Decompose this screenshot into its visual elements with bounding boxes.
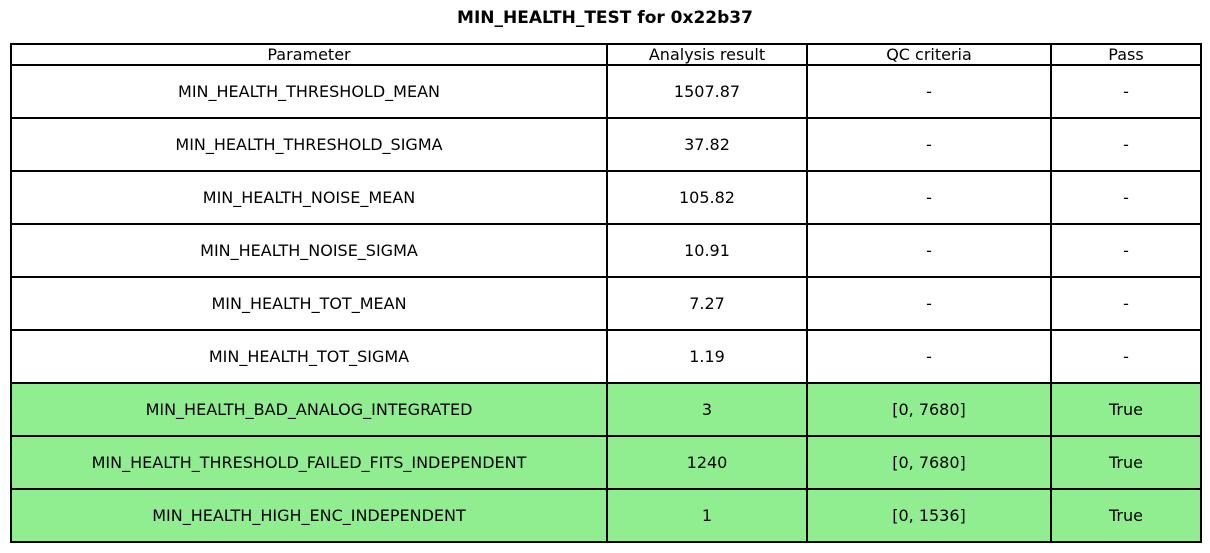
cell-analysis-result: 1240: [606, 435, 808, 490]
cell-analysis-result: 7.27: [606, 276, 808, 331]
cell-parameter: MIN_HEALTH_TOT_MEAN: [10, 276, 608, 331]
cell-parameter: MIN_HEALTH_BAD_ANALOG_INTEGRATED: [10, 382, 608, 437]
cell-qc-criteria: -: [806, 64, 1052, 119]
cell-pass: -: [1050, 329, 1202, 384]
cell-qc-criteria: [0, 7680]: [806, 382, 1052, 437]
column-header-analysis-result: Analysis result: [606, 43, 808, 66]
cell-parameter: MIN_HEALTH_THRESHOLD_MEAN: [10, 64, 608, 119]
cell-analysis-result: 3: [606, 382, 808, 437]
cell-pass: -: [1050, 117, 1202, 172]
cell-parameter: MIN_HEALTH_THRESHOLD_FAILED_FITS_INDEPEN…: [10, 435, 608, 490]
table-header-row: Parameter Analysis result QC criteria Pa…: [10, 43, 1202, 66]
table-row: MIN_HEALTH_NOISE_SIGMA 10.91 - -: [10, 223, 1202, 278]
cell-analysis-result: 105.82: [606, 170, 808, 225]
table-row-pass: MIN_HEALTH_THRESHOLD_FAILED_FITS_INDEPEN…: [10, 435, 1202, 490]
cell-pass: -: [1050, 223, 1202, 278]
column-header-qc-criteria: QC criteria: [806, 43, 1052, 66]
cell-analysis-result: 1507.87: [606, 64, 808, 119]
cell-analysis-result: 37.82: [606, 117, 808, 172]
table-row: MIN_HEALTH_TOT_MEAN 7.27 - -: [10, 276, 1202, 331]
cell-parameter: MIN_HEALTH_THRESHOLD_SIGMA: [10, 117, 608, 172]
table-row: MIN_HEALTH_NOISE_MEAN 105.82 - -: [10, 170, 1202, 225]
cell-analysis-result: 10.91: [606, 223, 808, 278]
column-header-pass: Pass: [1050, 43, 1202, 66]
cell-parameter: MIN_HEALTH_TOT_SIGMA: [10, 329, 608, 384]
cell-qc-criteria: -: [806, 329, 1052, 384]
cell-pass: True: [1050, 382, 1202, 437]
table-row: MIN_HEALTH_THRESHOLD_SIGMA 37.82 - -: [10, 117, 1202, 172]
cell-pass: -: [1050, 276, 1202, 331]
cell-pass: -: [1050, 170, 1202, 225]
cell-parameter: MIN_HEALTH_NOISE_MEAN: [10, 170, 608, 225]
table-row-pass: MIN_HEALTH_BAD_ANALOG_INTEGRATED 3 [0, 7…: [10, 382, 1202, 437]
table-row: MIN_HEALTH_THRESHOLD_MEAN 1507.87 - -: [10, 64, 1202, 119]
cell-pass: True: [1050, 435, 1202, 490]
page-title: MIN_HEALTH_TEST for 0x22b37: [457, 8, 753, 28]
table-row: MIN_HEALTH_TOT_SIGMA 1.19 - -: [10, 329, 1202, 384]
table-row-pass: MIN_HEALTH_HIGH_ENC_INDEPENDENT 1 [0, 15…: [10, 488, 1202, 543]
cell-qc-criteria: -: [806, 117, 1052, 172]
cell-analysis-result: 1.19: [606, 329, 808, 384]
cell-parameter: MIN_HEALTH_HIGH_ENC_INDEPENDENT: [10, 488, 608, 543]
cell-qc-criteria: [0, 7680]: [806, 435, 1052, 490]
cell-parameter: MIN_HEALTH_NOISE_SIGMA: [10, 223, 608, 278]
column-header-parameter: Parameter: [10, 43, 608, 66]
cell-qc-criteria: -: [806, 170, 1052, 225]
cell-pass: True: [1050, 488, 1202, 543]
cell-qc-criteria: -: [806, 276, 1052, 331]
cell-qc-criteria: -: [806, 223, 1052, 278]
cell-qc-criteria: [0, 1536]: [806, 488, 1052, 543]
qc-results-table: Parameter Analysis result QC criteria Pa…: [10, 43, 1202, 543]
cell-pass: -: [1050, 64, 1202, 119]
cell-analysis-result: 1: [606, 488, 808, 543]
